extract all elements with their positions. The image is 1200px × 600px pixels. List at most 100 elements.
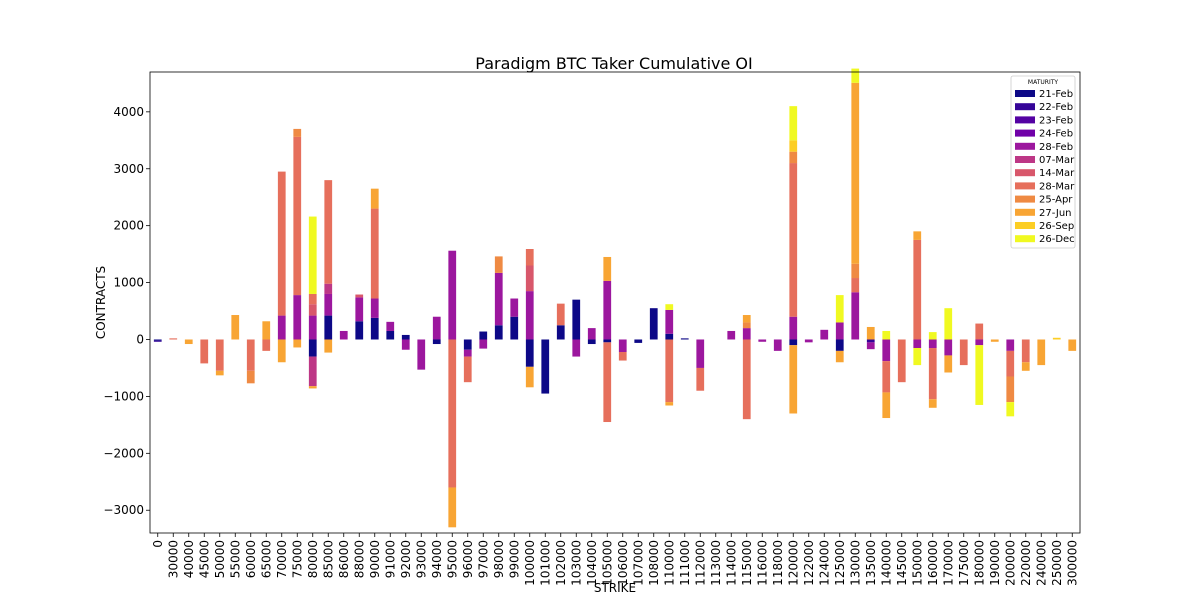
x-tick-label: 92000 <box>399 540 413 578</box>
y-tick-label: 3000 <box>113 162 144 176</box>
bar-segment <box>665 309 674 334</box>
plot-frame <box>149 71 1081 534</box>
bar-segment <box>680 338 689 340</box>
bar-segment <box>587 328 596 340</box>
bar-segment <box>789 345 798 414</box>
bar-segment <box>1006 339 1015 351</box>
x-tick-label: 104000 <box>585 540 599 586</box>
y-tick-label: −3000 <box>103 503 144 517</box>
bar-segment <box>789 106 798 141</box>
legend-label: 26-Sep <box>1039 221 1074 232</box>
bar-segment <box>882 361 891 393</box>
bar-segment <box>262 321 271 340</box>
bar-segment <box>370 208 379 299</box>
bar-segment <box>603 342 612 423</box>
bar-segment <box>649 308 658 340</box>
bar-segment <box>432 339 441 345</box>
bar-segment <box>618 352 627 361</box>
x-tick-label: 170000 <box>941 540 955 586</box>
x-tick-label: 93000 <box>414 540 428 578</box>
bar-segment <box>200 339 209 364</box>
bar-segment <box>944 355 953 373</box>
x-tick-label: 190000 <box>988 540 1002 586</box>
bar-segment <box>851 82 860 264</box>
bar-segment <box>293 128 302 137</box>
bar-segment <box>463 349 472 357</box>
bar-segment <box>820 329 829 340</box>
bar-segment <box>293 339 302 348</box>
bar-segment <box>370 317 379 340</box>
bar-segment <box>308 216 317 294</box>
bar-segment <box>246 339 255 371</box>
bar-segment <box>153 340 162 342</box>
bar-segment <box>277 171 286 316</box>
bar-segment <box>308 386 317 389</box>
legend-label: 22-Feb <box>1039 102 1073 113</box>
bar-segment <box>1006 350 1015 377</box>
bar-segment <box>928 399 937 408</box>
bar-segment <box>758 339 767 342</box>
x-tick-label: 114000 <box>724 540 738 586</box>
bar-segment <box>556 325 565 340</box>
bar-segment <box>277 339 286 363</box>
bar-segment <box>665 402 674 406</box>
x-tick-label: 94000 <box>430 540 444 578</box>
x-tick-label: 45000 <box>197 540 211 578</box>
x-tick-label: 100000 <box>523 540 537 586</box>
bar-segment <box>494 325 503 340</box>
bar-segment <box>851 292 860 340</box>
legend-label: 25-Apr <box>1039 195 1073 206</box>
bar-segment <box>525 366 534 388</box>
x-tick-label: 40000 <box>182 540 196 578</box>
y-tick-label: −1000 <box>103 389 144 403</box>
x-tick-label: 135000 <box>864 540 878 586</box>
bar-segment <box>525 291 534 340</box>
bar-segment <box>851 68 860 83</box>
bar-segment <box>944 308 953 340</box>
bar-segment <box>866 339 875 343</box>
x-tick-label: 70000 <box>275 540 289 578</box>
x-tick-label: 0 <box>151 540 165 548</box>
bar-segment <box>525 265 534 292</box>
bar-segment <box>913 239 922 340</box>
bar-segment <box>913 231 922 240</box>
bar-segment <box>448 250 457 340</box>
x-tick-label: 220000 <box>1019 540 1033 586</box>
x-tick-label: 98000 <box>492 540 506 578</box>
bar-segment <box>789 316 798 340</box>
legend-swatch <box>1015 208 1035 216</box>
bar-segment <box>324 339 333 353</box>
x-tick-label: 145000 <box>895 540 909 586</box>
x-tick-label: 50000 <box>213 540 227 578</box>
x-tick-label: 120000 <box>786 540 800 586</box>
bar-segment <box>587 339 596 345</box>
x-axis-label: STRIKE <box>594 581 636 595</box>
y-tick-label: 0 <box>136 332 144 346</box>
bar-segment <box>851 263 860 279</box>
x-tick-label: 116000 <box>755 540 769 586</box>
bar-segment <box>308 356 317 387</box>
bar-segment <box>665 339 674 403</box>
x-tick-label: 140000 <box>879 540 893 586</box>
bar-segment <box>835 350 844 363</box>
chart-title: Paradigm BTC Taker Cumulative OI <box>475 54 752 73</box>
x-tick-label: 105000 <box>600 540 614 586</box>
bar-segment <box>665 333 674 340</box>
bar-segment <box>262 339 271 351</box>
bar-segment <box>324 315 333 340</box>
bar-segment <box>169 338 178 340</box>
legend-label: 14-Mar <box>1039 168 1075 179</box>
y-tick-label: 4000 <box>113 105 144 119</box>
x-tick-label: 65000 <box>259 540 273 578</box>
bar-segment <box>603 339 612 343</box>
bar-segment <box>556 303 565 326</box>
x-tick-label: 108000 <box>647 540 661 586</box>
bar-segment <box>1021 362 1030 371</box>
bar-segment <box>355 321 364 340</box>
legend-label: 28-Mar <box>1039 181 1075 192</box>
legend-label: 24-Feb <box>1039 129 1073 140</box>
bar-segment <box>742 315 751 323</box>
bar-segment <box>1006 402 1015 417</box>
legend-swatch <box>1015 116 1035 124</box>
